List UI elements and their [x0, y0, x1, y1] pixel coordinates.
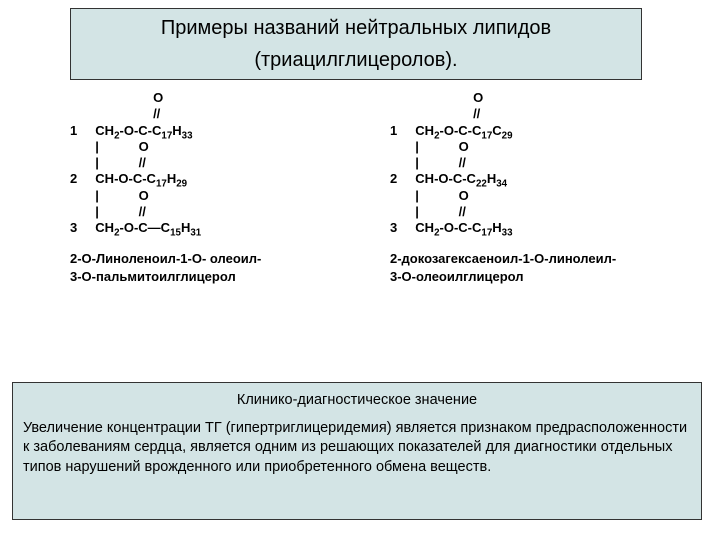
chem-structure-left: O // 1 CH2-O-C-C17H33 | O | // 2 CH-O-C-…: [70, 90, 380, 287]
info-box: Клинико-диагностическое значение Увеличе…: [12, 382, 702, 520]
info-heading: Клинико-диагностическое значение: [23, 391, 691, 411]
title-line1: Примеры названий нейтральных липидов: [161, 12, 551, 44]
chem-structure-right: O // 1 CH2-O-C-C17C29 | O | // 2 CH-O-C-…: [390, 90, 700, 287]
title-line2: (триацилглицеролов).: [254, 44, 457, 76]
info-body: Увеличение концентрации ТГ (гипертриглиц…: [23, 419, 691, 478]
chem-left-lines: O // 1 CH2-O-C-C17H33 | O | // 2 CH-O-C-…: [70, 90, 380, 236]
chem-right-lines: O // 1 CH2-O-C-C17C29 | O | // 2 CH-O-C-…: [390, 90, 700, 236]
chem-left-name: 2-О-Линоленоил-1-О- олеоил- 3-О-пальмито…: [70, 250, 380, 286]
chem-right-name: 2-докозагексаеноил-1-О-линолеил- 3-О-оле…: [390, 250, 700, 286]
title-box: Примеры названий нейтральных липидов (тр…: [70, 8, 642, 80]
